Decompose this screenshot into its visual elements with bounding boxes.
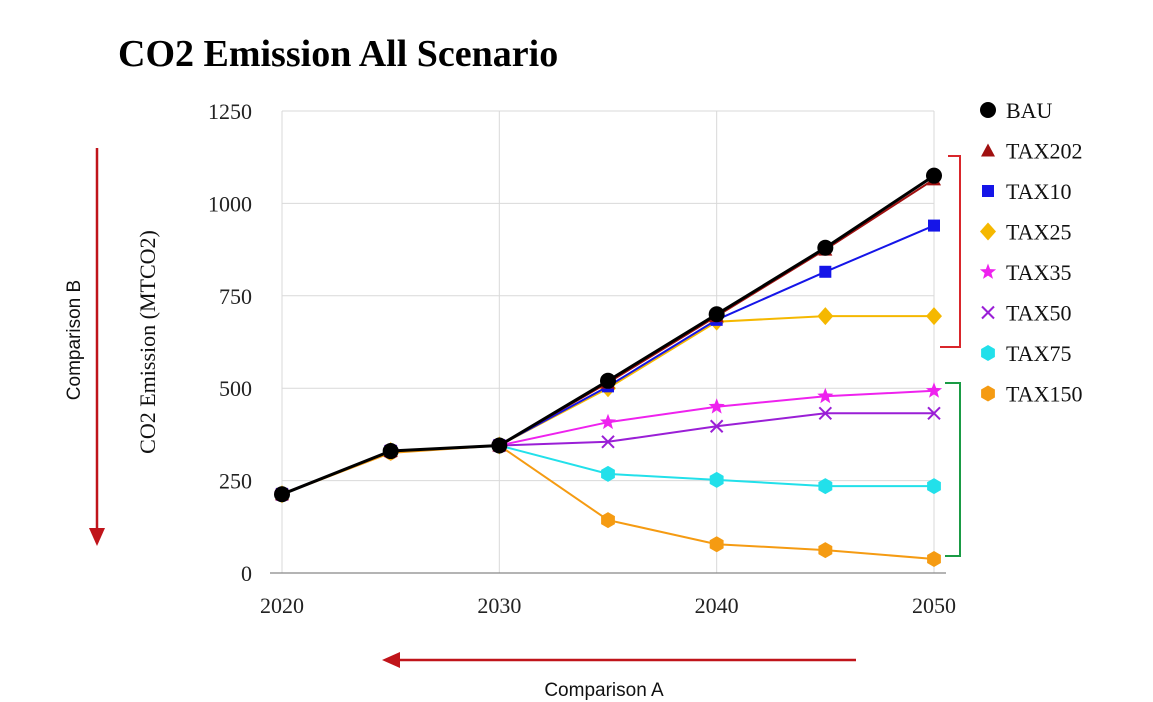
chart-title: CO2 Emission All Scenario: [118, 33, 558, 75]
legend-label: TAX202: [1006, 139, 1082, 164]
series-line: [281, 174, 935, 496]
data-point: [274, 486, 290, 503]
x-marker-stroke: [601, 435, 615, 449]
x-marker-stroke: [818, 406, 833, 421]
comparison-b-arrowhead: [89, 528, 105, 546]
legend-item-tax35: TAX35: [979, 260, 1071, 285]
legend-label: BAU: [1006, 98, 1053, 123]
series-tax202: [275, 172, 941, 501]
data-point: [708, 398, 725, 414]
x-tick-labels: 2020 2030 2040 2050: [260, 593, 956, 618]
legend-marker: [981, 345, 995, 361]
legend-marker: [981, 143, 995, 157]
series-lines: [273, 167, 943, 567]
x-tick-label: 2040: [695, 593, 739, 618]
x-tick-label: 2030: [477, 593, 521, 618]
comparison-a-label: Comparison A: [544, 680, 664, 701]
legend-item-tax150: TAX150: [981, 382, 1082, 407]
legend-label: TAX35: [1006, 260, 1071, 285]
data-point: [709, 536, 724, 553]
series-line: [281, 178, 935, 496]
legend-label: TAX75: [1006, 341, 1071, 366]
data-point: [818, 478, 833, 495]
legend-item-tax50: TAX50: [981, 301, 1071, 326]
legend-marker: [980, 102, 996, 118]
data-point: [926, 307, 942, 326]
data-point: [601, 465, 615, 482]
y-tick-label: 1000: [208, 191, 252, 216]
data-point: [817, 307, 834, 326]
data-point: [601, 512, 615, 529]
legend-label: TAX150: [1006, 382, 1082, 407]
data-point: [925, 382, 943, 398]
legend-marker: [980, 222, 996, 241]
y-tick-label: 1250: [208, 99, 252, 124]
data-point: [819, 265, 832, 278]
data-point: [382, 443, 399, 460]
y-tick-label: 250: [219, 469, 252, 494]
legend-marker: [981, 385, 995, 402]
data-point: [818, 542, 833, 559]
gridlines: [281, 110, 935, 573]
x-marker-stroke: [981, 305, 995, 320]
data-point: [928, 219, 940, 232]
legend-marker: [979, 263, 997, 279]
data-point: [926, 167, 942, 184]
legend: BAU TAX202 TAX10 TAX25 TAX35 TAX50 TAX75 TAX150: [979, 98, 1082, 407]
y-tick-label: 750: [219, 284, 252, 309]
x-marker-stroke: [709, 419, 724, 433]
x-tick-label: 2050: [912, 593, 956, 618]
x-marker-stroke: [927, 406, 941, 421]
legend-item-bau: BAU: [980, 98, 1053, 123]
data-point: [817, 239, 834, 256]
data-point: [708, 306, 725, 323]
comparison-a-arrowhead: [382, 652, 400, 668]
bracket-high-scenarios: [940, 155, 961, 348]
y-tick-label: 500: [219, 376, 252, 401]
legend-item-tax75: TAX75: [981, 341, 1071, 366]
bracket-low-scenarios: [945, 382, 961, 557]
series-bau: [274, 167, 942, 503]
data-point: [709, 419, 724, 433]
legend-item-tax25: TAX25: [980, 220, 1071, 245]
series-line: [281, 444, 935, 560]
data-point: [927, 551, 941, 567]
series-tax75: [275, 437, 941, 503]
data-point: [600, 372, 616, 389]
data-point: [927, 478, 941, 495]
legend-label: TAX50: [1006, 301, 1071, 326]
y-tick-labels: 0 250 500 750 1000 1250: [208, 99, 252, 586]
legend-marker: [982, 185, 994, 197]
data-point: [599, 413, 617, 430]
legend-item-tax202: TAX202: [981, 139, 1082, 164]
legend-label: TAX25: [1006, 220, 1071, 245]
data-point: [491, 437, 508, 454]
data-point: [601, 435, 615, 449]
data-point: [817, 387, 834, 404]
x-tick-label: 2020: [260, 593, 304, 618]
legend-item-tax10: TAX10: [982, 179, 1071, 204]
comparison-b-label: Comparison B: [64, 280, 85, 400]
legend-label: TAX10: [1006, 179, 1071, 204]
legend-marker: [981, 305, 995, 320]
data-point: [818, 406, 833, 421]
y-tick-label: 0: [241, 561, 252, 586]
y-axis-label: CO2 Emission (MTCO2): [135, 230, 160, 454]
data-point: [927, 406, 941, 421]
data-point: [709, 471, 724, 488]
